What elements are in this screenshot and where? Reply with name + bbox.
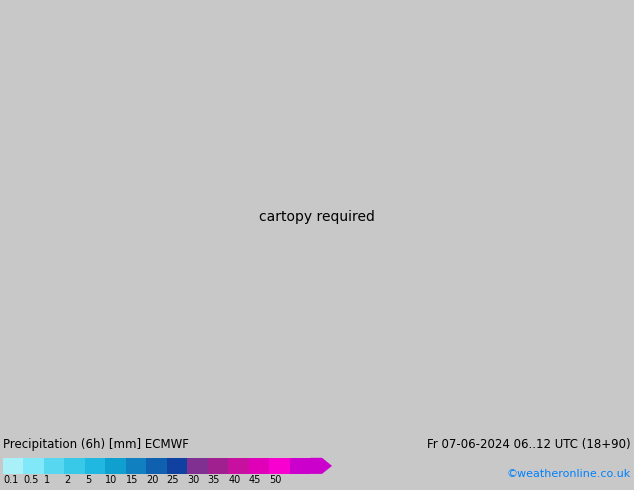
Text: Fr 07-06-2024 06..12 UTC (18+90): Fr 07-06-2024 06..12 UTC (18+90) <box>427 438 631 451</box>
Text: 15: 15 <box>126 475 138 485</box>
Text: 45: 45 <box>249 475 261 485</box>
Bar <box>126 458 146 474</box>
Text: cartopy required: cartopy required <box>259 210 375 224</box>
Text: 25: 25 <box>167 475 179 485</box>
FancyArrow shape <box>310 458 332 474</box>
Bar <box>44 458 65 474</box>
Bar <box>290 458 310 474</box>
Text: ©weatheronline.co.uk: ©weatheronline.co.uk <box>507 469 631 479</box>
Bar <box>23 458 44 474</box>
Text: 50: 50 <box>269 475 281 485</box>
Bar <box>105 458 126 474</box>
Bar <box>208 458 228 474</box>
Bar <box>167 458 187 474</box>
Text: 1: 1 <box>44 475 50 485</box>
Text: 5: 5 <box>85 475 91 485</box>
Text: 35: 35 <box>208 475 220 485</box>
Text: Precipitation (6h) [mm] ECMWF: Precipitation (6h) [mm] ECMWF <box>3 438 189 451</box>
Bar <box>228 458 249 474</box>
Bar <box>249 458 269 474</box>
Bar <box>187 458 208 474</box>
Text: 0.1: 0.1 <box>3 475 18 485</box>
Bar <box>85 458 105 474</box>
Bar <box>3 458 23 474</box>
Text: 10: 10 <box>105 475 117 485</box>
Text: 40: 40 <box>228 475 240 485</box>
Bar <box>65 458 85 474</box>
Bar <box>269 458 290 474</box>
Text: 30: 30 <box>187 475 200 485</box>
Text: 0.5: 0.5 <box>23 475 39 485</box>
Text: 2: 2 <box>65 475 70 485</box>
Bar <box>146 458 167 474</box>
Text: 20: 20 <box>146 475 158 485</box>
